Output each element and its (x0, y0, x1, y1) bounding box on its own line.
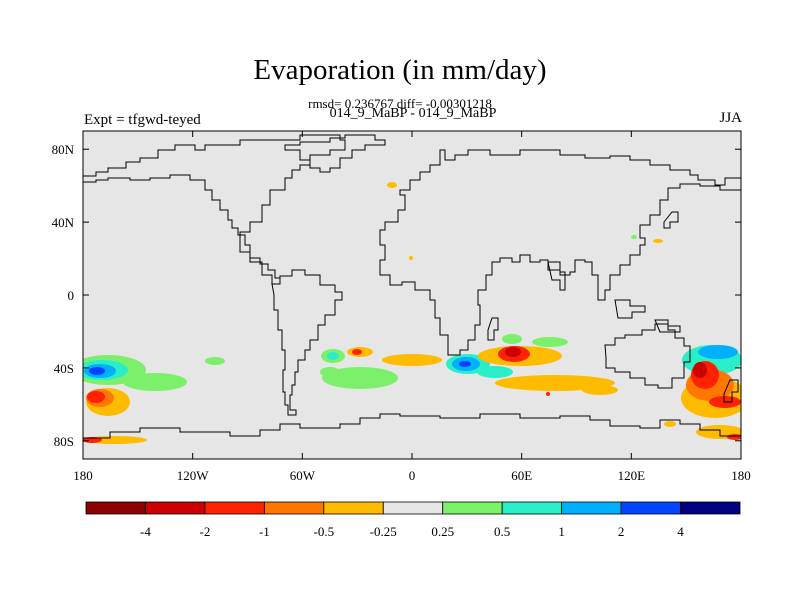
anomaly-patch (322, 367, 398, 389)
anomaly-patch (123, 373, 187, 391)
coastlines (83, 134, 741, 439)
coastline-new-zealand (723, 379, 739, 403)
coastline-se-asia-islands (614, 299, 646, 319)
x-tick-label: 60E (511, 468, 532, 483)
colorbar-label: -4 (140, 524, 151, 539)
y-tick-label: 40N (52, 215, 75, 230)
coastline-japan (663, 211, 679, 229)
x-tick-label: 180 (73, 468, 93, 483)
anomaly-patch (502, 334, 522, 344)
anomaly-patch (546, 392, 550, 396)
anomaly-patch (382, 354, 442, 366)
colorbar-label: -2 (199, 524, 210, 539)
coastline-india (547, 261, 566, 291)
y-tick-label: 80N (52, 142, 75, 157)
coastline-madagascar (487, 317, 499, 341)
x-tick-label: 0 (409, 468, 416, 483)
colorbar-swatch (204, 501, 265, 515)
colorbar-label: -0.5 (314, 524, 335, 539)
y-tick-label: 0 (68, 288, 75, 303)
anomaly-patch (664, 421, 676, 427)
anomaly-patch (582, 385, 618, 395)
anomaly-patch (653, 239, 663, 243)
anomaly-patch (532, 337, 568, 347)
anomaly-patch (87, 391, 105, 403)
colorbar-label: -0.25 (370, 524, 397, 539)
colorbar-label: -1 (259, 524, 270, 539)
colorbar-swatch (561, 501, 622, 515)
coastline-antarctica (83, 413, 741, 439)
anomaly-patch (631, 235, 637, 239)
anomaly-patch (320, 367, 340, 377)
anomaly-patch (693, 362, 707, 378)
anomaly-patch (495, 375, 615, 391)
colorbar-swatch (620, 501, 681, 515)
coastline-greenland (284, 134, 386, 173)
season-label: JJA (719, 110, 742, 126)
colorbar-swatch (501, 501, 563, 515)
colorbar-swatch (382, 501, 444, 515)
colorbar-label: 0.5 (494, 524, 510, 539)
subtitle: 014_9_MaBP - 014_9_MaBP (329, 106, 497, 121)
coastline-south-america (271, 269, 343, 416)
x-tick-label: 180 (731, 468, 751, 483)
colorbar-label: 1 (558, 524, 565, 539)
stats-line: rmsd= 0.236767 diff= -0.00301218 (308, 96, 492, 111)
colorbar-swatch (145, 501, 206, 515)
anomaly-field (83, 182, 741, 444)
chart-title: Evaporation (in mm/day) (253, 54, 547, 86)
y-tick-label: 40S (54, 361, 74, 376)
anomaly-patch (459, 361, 471, 367)
anomaly-patch (205, 357, 225, 365)
anomaly-patch (89, 367, 105, 375)
x-tick-label: 120E (618, 468, 646, 483)
colorbar-swatch (323, 501, 384, 515)
colorbar-swatch (680, 501, 741, 515)
y-axis: 80N 40N 0 40S 80S (52, 142, 741, 449)
coastline-north-america (83, 134, 346, 285)
anomaly-patch (83, 437, 102, 443)
anomaly-patch (327, 352, 339, 360)
colorbar-swatch (442, 501, 503, 515)
coastline-eurasia-africa (379, 149, 741, 356)
colorbar: -4 -2 -1 -0.5 -0.25 0.25 0.5 1 2 4 (85, 501, 741, 539)
x-tick-label: 60W (290, 468, 316, 483)
anomaly-patch (352, 349, 362, 355)
colorbar-label: 4 (677, 524, 684, 539)
colorbar-label: 2 (618, 524, 625, 539)
coastline-australia (604, 323, 691, 389)
x-tick-label: 120W (177, 468, 210, 483)
anomaly-patch (698, 345, 738, 359)
anomaly-patch (505, 347, 521, 357)
x-axis: 180 120W 60W 0 60E 120E 180 (73, 131, 751, 483)
map-background (83, 131, 741, 459)
colorbar-swatch (85, 501, 146, 515)
colorbar-label: 0.25 (431, 524, 454, 539)
anomaly-patch (409, 256, 413, 260)
colorbar-swatch (263, 501, 325, 515)
anomaly-patch (387, 182, 397, 188)
y-tick-label: 80S (54, 434, 74, 449)
coastline-new-guinea (654, 319, 681, 333)
anomaly-patch (477, 366, 513, 378)
experiment-label: Expt = tfgwd-teyed (84, 112, 201, 128)
